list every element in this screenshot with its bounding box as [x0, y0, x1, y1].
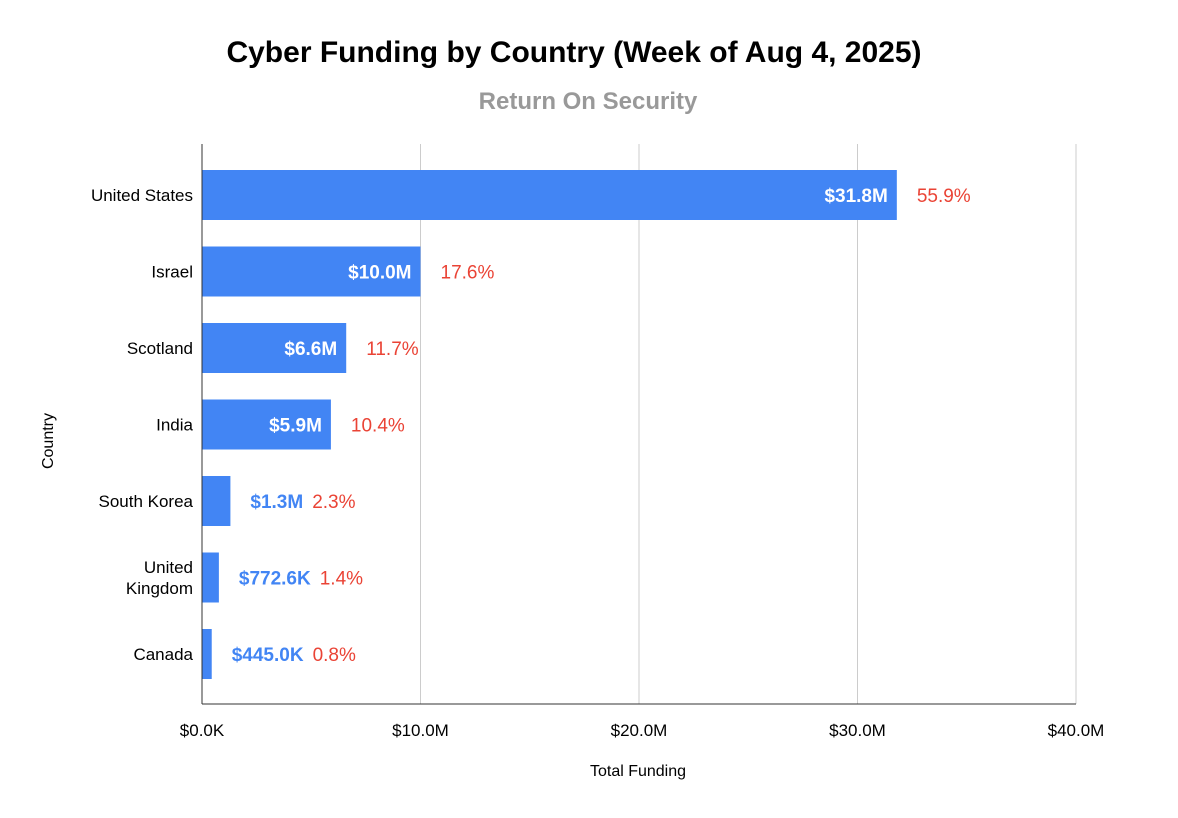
value-label: $5.9M	[269, 416, 322, 437]
category-label: India	[156, 416, 193, 435]
x-tick-label: $30.0M	[829, 721, 886, 740]
x-tick-label: $10.0M	[392, 721, 449, 740]
bar	[202, 170, 897, 220]
percent-label: 2.3%	[312, 492, 355, 513]
value-label: $445.0K	[232, 645, 304, 666]
percent-label: 11.7%	[366, 339, 419, 360]
bar	[202, 476, 231, 526]
value-label: $10.0M	[348, 263, 411, 284]
chart-subtitle: Return On Security	[478, 88, 698, 115]
bars	[202, 170, 897, 679]
value-label: $31.8M	[824, 186, 887, 207]
chart-title: Cyber Funding by Country (Week of Aug 4,…	[226, 36, 922, 69]
bar	[202, 629, 212, 679]
percent-label: 0.8%	[313, 645, 356, 666]
category-label: Scotland	[127, 339, 193, 358]
bar	[202, 399, 331, 450]
percent-label: 55.9%	[917, 186, 971, 207]
value-label: $1.3M	[250, 492, 303, 513]
bar-labels: United States $31.8M 55.9% Israel $10.0M 17.6…	[91, 186, 971, 666]
percent-label: 1.4%	[320, 569, 363, 590]
x-axis-title: Total Funding	[590, 763, 686, 780]
category-label: Canada	[133, 645, 193, 664]
category-label: United States	[91, 186, 193, 205]
x-tick-label: $20.0M	[611, 721, 668, 740]
category-label: Kingdom	[126, 579, 193, 598]
gridlines	[420, 144, 1077, 704]
percent-label: 10.4%	[351, 416, 405, 437]
category-label: United	[144, 558, 193, 577]
bar	[202, 552, 219, 603]
value-label: $772.6K	[239, 569, 311, 590]
category-label: Israel	[151, 263, 193, 282]
percent-label: 17.6%	[441, 263, 495, 284]
category-label: South Korea	[98, 492, 193, 511]
axes: $0.0K $10.0M $20.0M $30.0M $40.0M	[180, 144, 1105, 740]
y-axis-title: Country	[40, 413, 57, 469]
x-tick-label: $40.0M	[1048, 721, 1105, 740]
bar	[202, 246, 421, 297]
value-label: $6.6M	[284, 339, 337, 360]
bar	[202, 323, 347, 373]
x-tick-label: $0.0K	[180, 721, 225, 740]
